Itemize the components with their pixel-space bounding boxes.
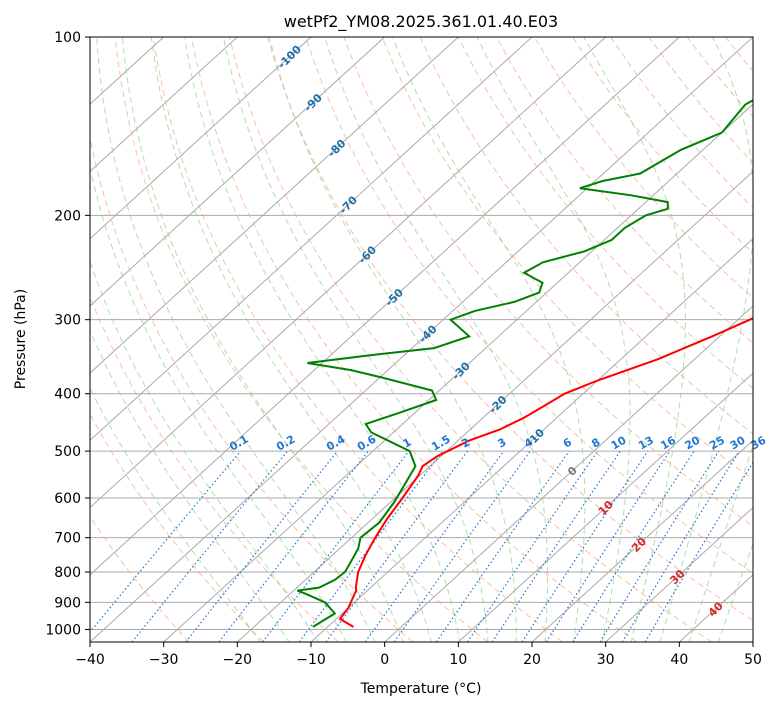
dry-adiabat <box>419 37 753 435</box>
isotherm-line <box>90 37 459 374</box>
mixing-ratio-line <box>364 450 505 642</box>
x-tick-label: 50 <box>744 652 762 668</box>
moist-adiabat <box>476 37 631 642</box>
isotherm-line <box>457 372 753 642</box>
dry-adiabat <box>90 412 264 642</box>
dry-adiabat <box>267 37 753 622</box>
isotherm-line <box>605 506 753 642</box>
isotherm-line <box>236 170 753 642</box>
dry-adiabat <box>534 37 753 299</box>
moist-adiabat <box>90 165 347 642</box>
moist-adiabat <box>717 542 753 642</box>
moist-adiabat <box>96 37 376 642</box>
x-tick-label: −20 <box>223 652 253 668</box>
moist-adiabat <box>222 37 489 642</box>
isotherm-line <box>90 37 533 442</box>
x-tick-label: 40 <box>670 652 688 668</box>
isotherm-line <box>310 237 753 642</box>
moist-adiabat <box>90 387 261 642</box>
y-tick-label: 200 <box>54 208 81 224</box>
mixing-ratio-line <box>298 450 444 642</box>
x-axis-label: Temperature (°C) <box>360 681 482 697</box>
moist-adiabat <box>659 37 753 642</box>
isotherm-line <box>752 641 753 642</box>
mixing-ratio-line <box>572 450 695 642</box>
moist-adiabat <box>150 37 432 642</box>
dry-adiabat <box>114 37 488 642</box>
x-axis-ticks: −40 −30 −20 −10 0 10 20 30 40 50 <box>75 642 762 668</box>
isotherm-line <box>90 37 753 642</box>
isotherm-line <box>90 37 680 576</box>
isotherm-line <box>531 439 753 642</box>
dry-adiabat <box>343 37 753 527</box>
isotherm-line <box>90 37 386 307</box>
moist-adiabat <box>392 37 586 642</box>
x-tick-label: 0 <box>380 652 389 668</box>
mixing-ratio-line <box>466 450 599 642</box>
dry-adiabat <box>381 37 753 481</box>
temperature-profile <box>338 317 753 628</box>
chart-title: wetPf2_YM08.2025.361.01.40.E03 <box>284 12 558 32</box>
mixing-ratio-line <box>521 450 649 642</box>
dry-adiabat <box>495 37 753 344</box>
mixing-ratio-line <box>393 450 531 642</box>
mixing-ratio-lines <box>90 450 753 642</box>
mixing-ratio-line <box>185 450 339 642</box>
isotherm-line <box>384 305 753 642</box>
dry-adiabat <box>763 37 775 642</box>
mixing-ratio-line <box>262 450 410 642</box>
moist-adiabat <box>583 37 686 642</box>
moist-adiabat <box>90 328 290 642</box>
y-tick-label: 300 <box>54 313 81 329</box>
y-tick-label: 900 <box>54 595 81 611</box>
plot-frame <box>89 36 754 643</box>
y-tick-label: 800 <box>54 565 81 581</box>
moist-adiabat <box>184 37 461 642</box>
mixing-ratio-line <box>545 450 671 642</box>
y-tick-label: 700 <box>54 531 81 547</box>
y-tick-label: 500 <box>54 444 81 460</box>
mixing-ratio-line <box>131 450 289 642</box>
dry-adiabat <box>457 37 753 389</box>
dry-adiabat <box>305 37 753 574</box>
moist-adiabat <box>688 444 753 642</box>
dry-adiabat <box>90 135 414 642</box>
dewpoint-profile <box>296 99 753 628</box>
mixing-ratio-line <box>621 450 740 642</box>
x-tick-label: −10 <box>296 652 326 668</box>
moist-adiabat <box>268 37 517 642</box>
isotherm-line <box>90 37 312 240</box>
x-tick-label: −40 <box>75 652 105 668</box>
x-tick-label: 20 <box>523 652 541 668</box>
y-axis-ticks: 100 200 300 400 500 600 700 800 900 1000 <box>45 30 90 638</box>
isotherm-line <box>90 37 607 509</box>
moist-adiabat-lines <box>90 37 753 642</box>
y-tick-label: 600 <box>54 491 81 507</box>
mixing-ratio-line <box>325 450 468 642</box>
y-tick-label: 100 <box>54 30 81 46</box>
mixing-ratio-line <box>90 450 242 633</box>
moist-adiabat <box>121 37 404 642</box>
dry-adiabat <box>152 37 563 642</box>
isotherm-lines <box>90 37 753 642</box>
sounding-profiles <box>296 99 753 628</box>
y-tick-label: 400 <box>54 387 81 403</box>
mixing-ratio-line <box>491 450 621 642</box>
dry-adiabat <box>90 515 190 642</box>
pressure-grid <box>90 37 753 630</box>
moist-adiabat <box>90 259 319 642</box>
x-tick-label: −30 <box>149 652 179 668</box>
isotherm-line <box>163 103 753 642</box>
moist-adiabat <box>324 37 549 642</box>
dry-adiabat <box>229 37 712 642</box>
isotherm-line <box>90 37 238 173</box>
x-tick-label: 10 <box>449 652 467 668</box>
y-tick-label: 1000 <box>45 622 81 638</box>
mixing-ratio-line <box>435 450 570 642</box>
x-tick-label: 30 <box>597 652 615 668</box>
y-axis-label: Pressure (hPa) <box>13 289 29 389</box>
